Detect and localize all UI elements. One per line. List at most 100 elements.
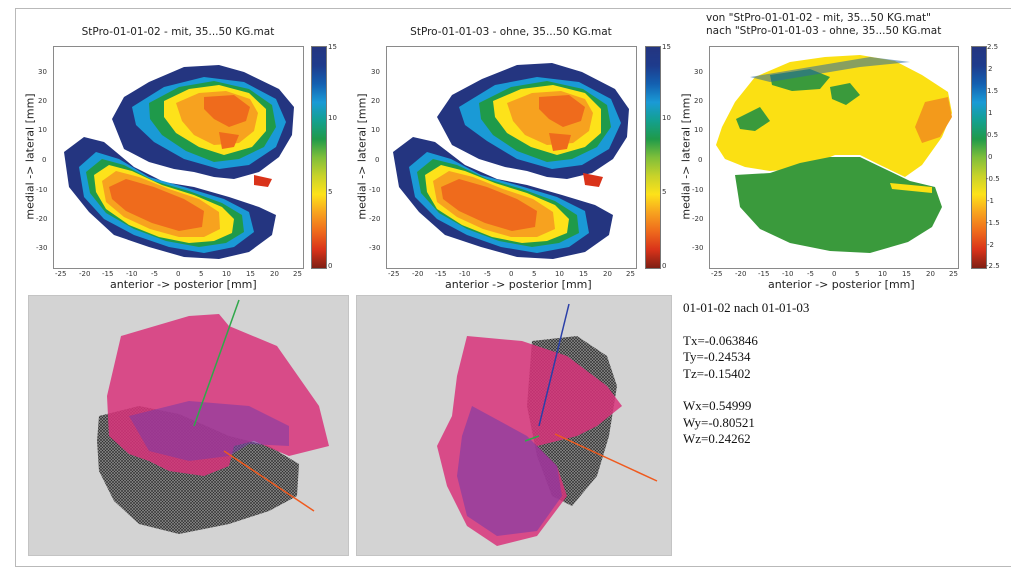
x-tick-label: -20	[735, 270, 747, 278]
colorbar-tick: 2.5	[987, 43, 999, 51]
transform-heading: 01-01-02 nach 01-01-03	[683, 300, 810, 315]
y-tick-label: 0	[698, 156, 703, 164]
contour-band	[219, 132, 239, 149]
y-tick-label: 10	[371, 126, 380, 134]
x-tick-label: -10	[126, 270, 138, 278]
x-tick-label: -25	[388, 270, 400, 278]
3d-view-1	[28, 295, 349, 556]
diff-region-green	[830, 83, 860, 105]
3d-render	[437, 303, 658, 546]
y-tick-label: 0	[42, 156, 47, 164]
colorbar-tick: 0.5	[987, 131, 999, 139]
x-tick-label: 20	[603, 270, 612, 278]
x-tick-label: -15	[758, 270, 770, 278]
y-tick-label: -10	[692, 186, 704, 194]
y-tick-label: -10	[36, 186, 48, 194]
x-tick-label: -5	[484, 270, 491, 278]
y-tick-label: -30	[36, 244, 48, 252]
axis-line-blue	[538, 303, 570, 427]
colorbar-tick: 0	[328, 262, 333, 270]
colorbar-tick: 5	[328, 188, 333, 196]
y-tick-label: -20	[692, 215, 704, 223]
colorbar-tick: 10	[328, 114, 337, 122]
transform-parameters: 01-01-02 nach 01-01-03 Tx=-0.063846 Ty=-…	[683, 300, 809, 448]
x-axis-label: anterior -> posterior [mm]	[110, 278, 257, 291]
diff-region-green	[735, 157, 942, 253]
y-tick-label: 30	[38, 68, 47, 76]
x-tick-label: 0	[832, 270, 837, 278]
y-tick-label: -30	[369, 244, 381, 252]
x-tick-label: 25	[949, 270, 958, 278]
x-tick-label: 15	[579, 270, 588, 278]
contour-band	[549, 133, 571, 151]
translation-y: Ty=-0.24534	[683, 349, 751, 364]
y-tick-label: 30	[371, 68, 380, 76]
x-tick-label: 0	[176, 270, 181, 278]
y-axis-label: medial -> lateral [mm]	[355, 93, 369, 220]
y-tick-label: 20	[694, 97, 703, 105]
x-tick-label: -20	[412, 270, 424, 278]
x-tick-label: 20	[270, 270, 279, 278]
x-tick-label: -25	[711, 270, 723, 278]
x-tick-label: 0	[509, 270, 514, 278]
y-tick-label: 20	[38, 97, 47, 105]
x-tick-label: -15	[102, 270, 114, 278]
plot-title-line-1: von "StPro-01-01-02 - mit, 35...50 KG.ma…	[706, 12, 931, 24]
plot-axes	[53, 46, 304, 269]
contour-band	[441, 179, 537, 231]
colorbar-tick: -0.5	[986, 175, 1000, 183]
y-tick-label: -20	[369, 215, 381, 223]
contour-band	[204, 95, 250, 127]
translation-x: Tx=-0.063846	[683, 332, 758, 348]
contour-map	[64, 65, 294, 259]
rotation-z: Wz=0.24262	[683, 431, 751, 446]
contour-band	[109, 179, 204, 231]
colorbar-tick: 15	[662, 43, 671, 51]
x-tick-label: -15	[435, 270, 447, 278]
x-axis-label: anterior -> posterior [mm]	[768, 278, 915, 291]
x-tick-label: -10	[459, 270, 471, 278]
x-axis-label: anterior -> posterior [mm]	[445, 278, 592, 291]
translation-z: Tz=-0.15402	[683, 365, 751, 381]
y-tick-label: 0	[375, 156, 380, 164]
colorbar-tick: 2	[988, 65, 993, 73]
x-tick-label: 20	[926, 270, 935, 278]
x-tick-label: 10	[222, 270, 231, 278]
cartilage-mesh-purple	[129, 401, 289, 461]
diff-region-blue	[750, 57, 910, 82]
colorbar-tick: -2	[987, 241, 994, 249]
y-tick-label: -20	[36, 215, 48, 223]
x-tick-label: 5	[532, 270, 537, 278]
x-tick-label: 5	[199, 270, 204, 278]
y-tick-label: -10	[369, 186, 381, 194]
x-tick-label: 10	[878, 270, 887, 278]
colorbar-tick: -2.5	[986, 262, 1000, 270]
colorbar	[311, 46, 327, 269]
contour-band	[583, 173, 603, 187]
colorbar-tick: 1	[988, 109, 993, 117]
x-tick-label: -25	[55, 270, 67, 278]
axis-line-orange	[223, 450, 315, 512]
y-tick-label: -30	[692, 244, 704, 252]
cartilage-mesh-purple	[457, 406, 562, 536]
x-tick-label: -5	[807, 270, 814, 278]
x-tick-label: 15	[902, 270, 911, 278]
difference-map	[716, 55, 952, 253]
colorbar-tick: 0	[988, 153, 993, 161]
diff-region-green	[736, 107, 770, 131]
rotation-x: Wx=0.54999	[683, 398, 752, 413]
x-tick-label: 25	[626, 270, 635, 278]
plot-title: StPro-01-01-03 - ohne, 35...50 KG.mat	[410, 26, 612, 38]
contour-band	[254, 175, 272, 187]
axis-line-orange	[554, 433, 658, 482]
axis-line-green	[193, 299, 240, 427]
plot-title: StPro-01-01-02 - mit, 35...50 KG.mat	[81, 26, 275, 38]
3d-render	[97, 299, 329, 534]
plot-axes	[386, 46, 637, 269]
x-tick-label: 25	[293, 270, 302, 278]
x-tick-label: 5	[855, 270, 860, 278]
y-axis-label: medial -> lateral [mm]	[23, 93, 37, 220]
y-tick-label: 20	[371, 97, 380, 105]
x-tick-label: -20	[79, 270, 91, 278]
diff-region-orange	[915, 97, 952, 143]
